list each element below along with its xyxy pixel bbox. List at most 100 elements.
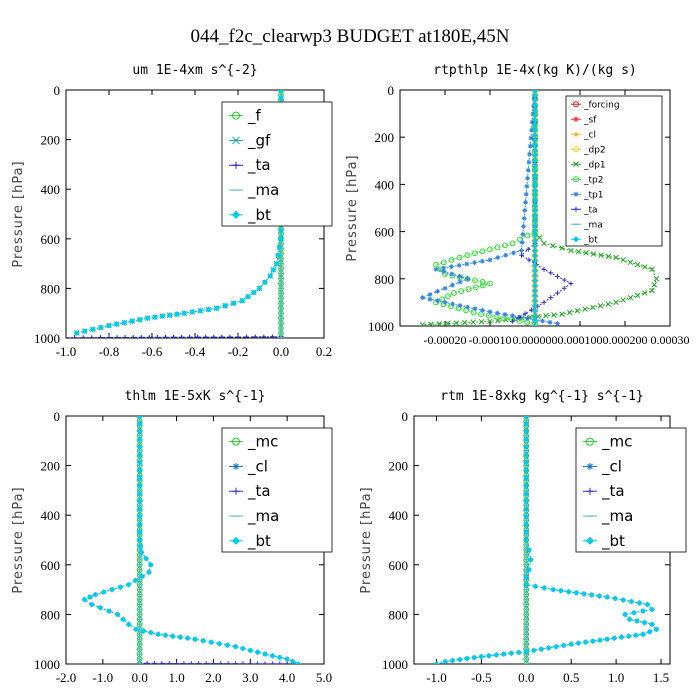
data-point xyxy=(523,513,530,520)
data-point xyxy=(596,593,603,599)
data-point xyxy=(239,297,246,304)
legend-marker xyxy=(232,136,240,145)
data-point xyxy=(523,191,529,197)
data-point xyxy=(573,589,580,596)
data-point xyxy=(88,601,95,608)
data-point xyxy=(559,311,565,317)
data-point xyxy=(502,242,508,249)
legend-marker xyxy=(232,111,240,120)
legend-box xyxy=(565,95,663,247)
data-point xyxy=(649,287,655,294)
legend-box xyxy=(221,101,333,227)
data-point xyxy=(73,330,80,337)
data-point xyxy=(582,306,588,312)
data-point xyxy=(247,661,253,664)
data-point xyxy=(232,643,239,650)
data-point xyxy=(203,661,209,664)
legend-label: _gf xyxy=(247,131,271,150)
data-point xyxy=(561,285,567,291)
data-point xyxy=(136,482,143,489)
chart-panel-3: thlm 1E-5xK s^{-1} Pressure [hPa] -2.0 -1.0… xyxy=(11,389,333,685)
y-tick-label: 400 xyxy=(41,508,61,523)
data-point xyxy=(278,235,284,242)
data-point xyxy=(649,266,655,273)
data-point xyxy=(523,537,530,543)
legend-label: _cl xyxy=(601,457,622,476)
y-tick-label: 1000 xyxy=(382,657,408,672)
data-point xyxy=(653,626,660,633)
legend-label: _dp2 xyxy=(583,145,606,155)
data-point xyxy=(233,661,238,664)
data-point xyxy=(575,640,582,647)
data-point xyxy=(613,254,619,261)
data-point xyxy=(106,335,112,338)
data-point xyxy=(240,661,246,664)
data-point xyxy=(574,308,581,314)
data-point xyxy=(100,589,107,596)
data-point xyxy=(631,609,638,616)
data-point xyxy=(560,642,567,649)
legend-box xyxy=(575,427,687,553)
data-point xyxy=(136,513,143,520)
y-tick-label: 0 xyxy=(54,409,61,424)
data-point xyxy=(276,244,283,251)
data-point xyxy=(255,661,261,664)
data-point xyxy=(479,282,486,289)
data-point xyxy=(527,556,534,563)
data-point xyxy=(270,266,277,273)
y-tick-label: 600 xyxy=(41,232,61,247)
data-point xyxy=(566,309,573,316)
x-tick-label: 0.0 xyxy=(518,670,534,685)
data-point xyxy=(472,284,479,291)
panels: um 1E-4xm s^{-2} Pressure [hPa] -1.0 -0.8 -0… xyxy=(11,63,690,685)
data-point xyxy=(245,293,251,300)
data-point xyxy=(541,300,547,305)
series-line-ta xyxy=(66,336,282,338)
data-point xyxy=(188,661,194,664)
data-point xyxy=(155,631,162,638)
data-point xyxy=(441,269,447,275)
data-point xyxy=(649,606,656,613)
data-point xyxy=(479,279,486,285)
data-point xyxy=(138,334,144,338)
data-point xyxy=(121,319,128,326)
data-point xyxy=(284,661,290,664)
data-point xyxy=(620,297,626,303)
data-point xyxy=(495,255,501,260)
legend-marker xyxy=(231,536,241,545)
data-point xyxy=(529,127,535,133)
x-tick-label: -0.8 xyxy=(99,344,120,359)
data-point xyxy=(597,303,604,309)
data-point xyxy=(479,258,485,264)
y-tick-label: 200 xyxy=(41,133,61,148)
data-point xyxy=(536,234,543,241)
data-point xyxy=(526,546,532,553)
data-point xyxy=(472,306,478,312)
data-point xyxy=(171,334,176,338)
data-point xyxy=(525,246,531,252)
data-point xyxy=(555,290,560,296)
data-point xyxy=(276,654,283,661)
x-tick-label: 1.0 xyxy=(608,670,624,685)
panel-title: rtpthlp 1E-4x(kg K)/(kg s) xyxy=(433,63,637,78)
data-point xyxy=(551,312,557,318)
data-point xyxy=(450,282,455,288)
legend-label: _ma xyxy=(247,181,279,200)
legend-marker xyxy=(232,437,240,446)
data-point xyxy=(611,635,618,642)
data-point xyxy=(588,591,595,598)
legend-label: _mc xyxy=(601,433,632,452)
y-axis-label: Pressure [hPa] xyxy=(345,154,360,261)
data-point xyxy=(244,334,249,338)
data-point xyxy=(632,632,639,639)
y-tick-label: 200 xyxy=(41,459,61,474)
data-point xyxy=(471,654,478,661)
data-point xyxy=(136,498,143,505)
data-point xyxy=(508,316,515,323)
y-tick-label: 400 xyxy=(375,177,395,192)
data-point xyxy=(465,276,470,282)
data-point xyxy=(510,313,515,319)
data-point xyxy=(644,601,651,608)
data-point xyxy=(502,312,508,317)
data-point xyxy=(625,633,632,640)
